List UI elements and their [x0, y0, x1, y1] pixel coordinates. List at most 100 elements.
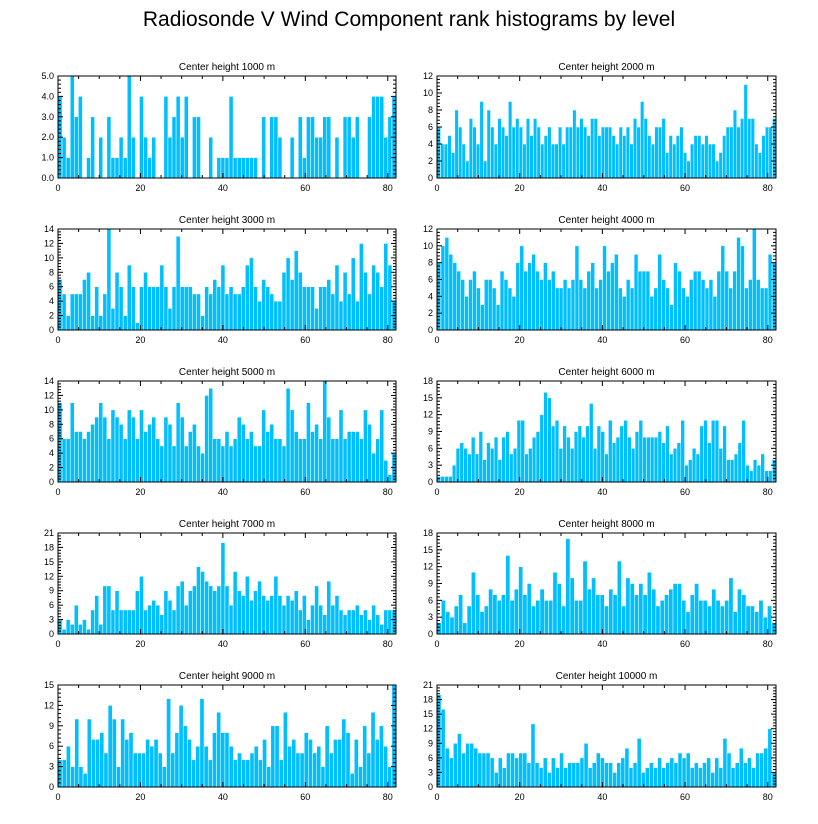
bar [669, 757, 675, 788]
bar [583, 743, 589, 788]
y-tick-label: 6 [428, 595, 433, 605]
bar [740, 118, 745, 179]
bar [233, 759, 238, 788]
bar [600, 126, 605, 179]
bar [310, 604, 315, 635]
bar [574, 245, 580, 331]
bar [591, 762, 597, 788]
y-tick-label: 0 [428, 782, 433, 792]
x-tick-label: 60 [680, 639, 690, 649]
bar [258, 759, 263, 788]
bar [289, 600, 295, 635]
bar [548, 600, 554, 635]
bar [529, 135, 534, 179]
bar [765, 126, 770, 179]
bar [131, 609, 136, 635]
bar [265, 431, 271, 483]
bar [556, 583, 562, 635]
y-tick-label: 2 [428, 156, 433, 166]
bar [277, 136, 283, 179]
y-tick-label: 9 [428, 579, 433, 589]
bar [575, 126, 580, 179]
bar [702, 600, 708, 635]
bar [451, 464, 457, 483]
bar [500, 126, 506, 179]
figure-title: Radiosonde V Wind Component rank histogr… [142, 8, 676, 31]
y-tick-label: 6 [428, 275, 433, 285]
bar [322, 116, 328, 179]
y-tick-label: 6 [49, 282, 54, 292]
bar [483, 160, 488, 179]
bar [208, 293, 213, 331]
bar [291, 739, 297, 788]
bar [518, 566, 524, 635]
bar [191, 759, 196, 788]
bar [228, 96, 234, 179]
bar [726, 459, 731, 483]
bar [707, 605, 712, 635]
y-tick-label: 3 [49, 615, 54, 625]
bar [224, 293, 230, 331]
bar [370, 711, 376, 788]
bar [82, 773, 88, 788]
bar [465, 743, 470, 788]
bar [220, 732, 226, 788]
bar [520, 420, 525, 483]
bar [586, 270, 591, 331]
bar [212, 590, 218, 635]
bar [203, 745, 209, 788]
bar [461, 143, 466, 179]
bar [747, 118, 752, 179]
x-tick-label: 20 [135, 335, 145, 345]
bar [74, 604, 79, 635]
bar [86, 628, 91, 635]
bar [558, 448, 563, 483]
bar [285, 595, 291, 635]
bar [139, 96, 144, 179]
bar [237, 752, 242, 788]
bar [444, 476, 449, 483]
x-tick-label: 80 [763, 335, 773, 345]
x-tick-label: 0 [434, 792, 439, 802]
bar [740, 245, 745, 331]
bar [487, 279, 493, 331]
bar [649, 762, 654, 788]
bar [114, 157, 120, 179]
bar [118, 136, 124, 179]
bar [587, 767, 593, 788]
bar [689, 767, 695, 788]
bar [642, 594, 648, 635]
bar [69, 624, 75, 635]
bar [539, 588, 545, 635]
bar [589, 403, 594, 483]
bar [342, 438, 348, 483]
y-tick-label: 12 [44, 700, 54, 710]
x-tick-label: 20 [515, 792, 525, 802]
y-tick-label: 14 [44, 376, 54, 386]
bar [458, 594, 463, 635]
bar [253, 590, 258, 635]
bar [143, 609, 148, 635]
bar [657, 126, 663, 179]
x-tick-label: 60 [300, 335, 310, 345]
bar [710, 772, 715, 788]
bar [608, 762, 613, 788]
y-tick-label: 21 [423, 680, 433, 690]
panel-title: Center height 2000 m [558, 62, 654, 73]
bar [526, 762, 532, 788]
bar [131, 416, 136, 483]
bar [324, 725, 330, 788]
bar [261, 409, 266, 483]
bar [379, 624, 385, 635]
bar [719, 605, 725, 635]
bar [220, 542, 226, 635]
bar [612, 772, 617, 788]
bar [448, 254, 454, 331]
bar [107, 705, 113, 788]
bar [167, 136, 173, 179]
bar [57, 619, 63, 635]
x-tick-label: 20 [135, 487, 145, 497]
bar [122, 315, 128, 331]
bar [302, 286, 307, 331]
bar [596, 425, 602, 483]
